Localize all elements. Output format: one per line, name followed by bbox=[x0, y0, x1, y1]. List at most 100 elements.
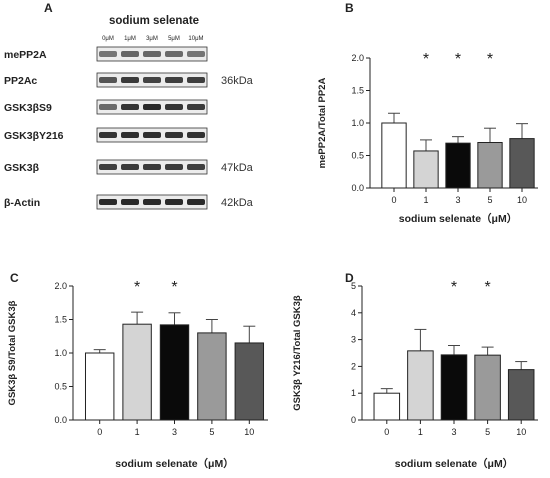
bar bbox=[440, 354, 468, 421]
blot-row-label: mePP2A bbox=[4, 49, 47, 61]
x-tick-label: 10 bbox=[517, 195, 527, 205]
blot-row-label: GSK3β bbox=[4, 162, 40, 174]
bar bbox=[234, 342, 265, 421]
blot-row: GSK3βS9 bbox=[4, 99, 208, 115]
y-tick-label: 1.0 bbox=[54, 348, 67, 358]
y-tick-label: 1.0 bbox=[351, 118, 364, 128]
panel-letter: C bbox=[10, 271, 19, 285]
x-tick-label: 0 bbox=[97, 427, 102, 437]
concentration-label: 3μM bbox=[146, 36, 158, 42]
blot-band bbox=[143, 164, 161, 170]
significance-marker: * bbox=[487, 51, 493, 68]
western-blot-title: sodium selenate bbox=[109, 15, 199, 27]
blot-band bbox=[99, 132, 117, 138]
blot-rows: mePP2A PP2Ac 36kDa GSK3βS9 GSK3βY216 GSK3β 47k… bbox=[4, 46, 254, 210]
blot-band bbox=[165, 77, 183, 83]
bar bbox=[507, 369, 535, 421]
x-tick-label: 5 bbox=[209, 427, 214, 437]
x-tick-label: 1 bbox=[423, 195, 428, 205]
blot-band bbox=[143, 77, 161, 83]
x-tick-label: 0 bbox=[384, 427, 389, 437]
blot-band bbox=[165, 104, 183, 110]
bar bbox=[373, 392, 401, 421]
x-tick-label: 0 bbox=[391, 195, 396, 205]
y-tick-label: 2.0 bbox=[54, 281, 67, 291]
y-tick-label: 0.5 bbox=[54, 382, 67, 392]
y-axis-title: GSK3β S9/Total GSK3β bbox=[7, 300, 18, 405]
blot-band bbox=[187, 104, 205, 110]
bar bbox=[122, 323, 152, 421]
y-tick-label: 5 bbox=[351, 281, 356, 291]
x-tick-label: 3 bbox=[172, 427, 177, 437]
blot-row: PP2Ac 36kDa bbox=[4, 72, 254, 88]
concentration-label: 10μM bbox=[188, 36, 203, 42]
blot-row: GSK3βY216 bbox=[4, 127, 208, 143]
y-tick-label: 0.0 bbox=[351, 183, 364, 193]
bar bbox=[509, 138, 535, 189]
bar bbox=[197, 332, 227, 421]
x-tick-label: 3 bbox=[455, 195, 460, 205]
significance-marker: * bbox=[134, 279, 140, 296]
concentration-label: 1μM bbox=[124, 36, 136, 42]
blot-band bbox=[121, 104, 139, 110]
blot-row-label: GSK3βY216 bbox=[4, 130, 64, 142]
y-axis-title: GSK3β Y216/Total GSK3β bbox=[292, 295, 303, 411]
y-axis-title: mePP2A/Total PP2A bbox=[317, 78, 328, 169]
blot-band bbox=[143, 104, 161, 110]
x-tick-label: 5 bbox=[487, 195, 492, 205]
x-tick-label: 10 bbox=[516, 427, 526, 437]
significance-marker: * bbox=[171, 279, 177, 296]
x-axis-title: sodium selenate（μM） bbox=[399, 212, 517, 225]
blot-band bbox=[143, 199, 161, 205]
panel-letter: B bbox=[345, 1, 354, 15]
significance-marker: * bbox=[484, 279, 490, 296]
blot-band bbox=[121, 164, 139, 170]
x-tick-label: 1 bbox=[418, 427, 423, 437]
blot-row-label: β-Actin bbox=[4, 197, 40, 209]
concentration-label: 0μM bbox=[102, 36, 114, 42]
significance-marker: * bbox=[451, 279, 457, 296]
western-blot-panel: A sodium selenate 0μM 1μM 3μM 5μM 10μM mePP2… bbox=[4, 1, 254, 210]
blot-band bbox=[99, 164, 117, 170]
y-tick-label: 0.5 bbox=[351, 151, 364, 161]
x-tick-label: 3 bbox=[451, 427, 456, 437]
y-tick-label: 1.5 bbox=[54, 315, 67, 325]
chart-panel-c: C 0.0 0.5 1.0 1.5 2.0 0 1 * 3 * 5 10 sodium selenate（… bbox=[7, 271, 268, 470]
blot-band bbox=[99, 199, 117, 205]
blot-band bbox=[121, 77, 139, 83]
blot-kda-label: 47kDa bbox=[221, 162, 254, 174]
y-tick-label: 4 bbox=[351, 308, 356, 318]
blot-row: mePP2A bbox=[4, 46, 208, 62]
blot-band bbox=[187, 164, 205, 170]
blot-row: β-Actin 42kDa bbox=[4, 194, 254, 210]
blot-kda-label: 36kDa bbox=[221, 75, 254, 87]
y-tick-label: 0 bbox=[351, 415, 356, 425]
blot-band bbox=[165, 132, 183, 138]
x-tick-label: 5 bbox=[485, 427, 490, 437]
blot-row-label: GSK3βS9 bbox=[4, 102, 52, 114]
blot-band bbox=[143, 132, 161, 138]
bar bbox=[474, 354, 501, 421]
concentration-label: 5μM bbox=[168, 36, 180, 42]
significance-marker: * bbox=[423, 51, 429, 68]
x-tick-label: 10 bbox=[244, 427, 254, 437]
blot-band bbox=[187, 132, 205, 138]
y-tick-label: 1.5 bbox=[351, 86, 364, 96]
x-axis-title: sodium selenate（μM） bbox=[395, 457, 513, 470]
blot-band bbox=[99, 77, 117, 83]
blot-band bbox=[121, 132, 139, 138]
blot-row: GSK3β 47kDa bbox=[4, 159, 254, 175]
bar bbox=[445, 142, 471, 189]
blot-band bbox=[165, 199, 183, 205]
blot-band bbox=[165, 164, 183, 170]
y-tick-label: 3 bbox=[351, 335, 356, 345]
x-tick-label: 1 bbox=[135, 427, 140, 437]
blot-kda-label: 42kDa bbox=[221, 197, 254, 209]
blot-band bbox=[99, 51, 117, 57]
blot-band bbox=[99, 104, 117, 110]
y-tick-label: 2.0 bbox=[351, 53, 364, 63]
concentration-labels: 0μM 1μM 3μM 5μM 10μM bbox=[102, 36, 203, 42]
y-tick-label: 0.0 bbox=[54, 415, 67, 425]
